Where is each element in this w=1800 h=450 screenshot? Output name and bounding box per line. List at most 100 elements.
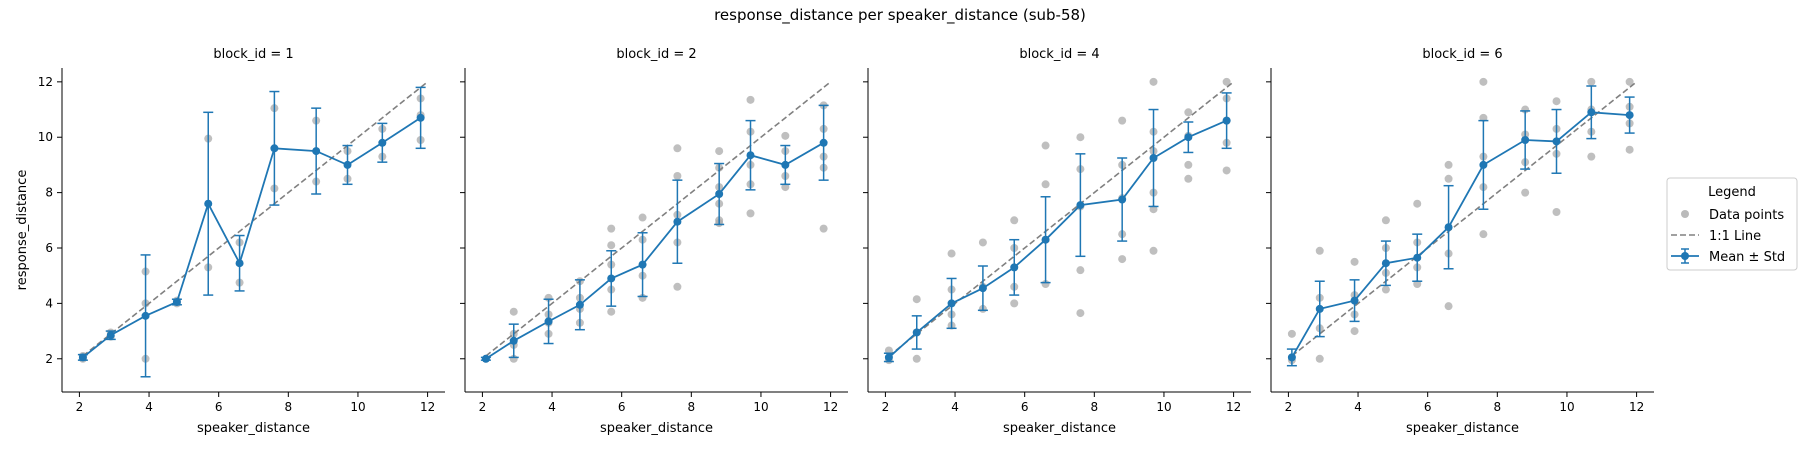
identity-line [888, 81, 1235, 357]
x-tick-label: 12 [823, 400, 838, 414]
x-tick-label: 8 [284, 400, 292, 414]
data-point [509, 307, 518, 316]
x-axis-label: speaker_distance [1003, 421, 1116, 436]
data-point [1381, 285, 1390, 294]
data-point [1184, 160, 1193, 169]
data-point [781, 183, 790, 192]
mean-point [544, 317, 553, 326]
data-point [912, 295, 921, 304]
x-tick-label: 4 [145, 400, 153, 414]
mean-point [1184, 133, 1193, 142]
data-point [912, 354, 921, 363]
mean-point [638, 260, 647, 269]
mean-point [1625, 111, 1634, 120]
mean-point [912, 328, 921, 337]
data-point [947, 249, 956, 258]
data-point [1041, 141, 1050, 150]
data-point [1521, 188, 1530, 197]
x-tick-label: 12 [1629, 400, 1644, 414]
mean-point [715, 190, 724, 198]
panel-3: block_id = 4 2 4 6 8 10 12 speaker_distance [863, 47, 1251, 436]
data-point [746, 95, 755, 104]
mean-point [1413, 253, 1422, 262]
data-point [673, 144, 682, 153]
data-point [1315, 246, 1324, 255]
data-point [1076, 133, 1085, 142]
y-tick-label: 6 [45, 241, 53, 255]
x-tick-label: 12 [420, 400, 435, 414]
mean-point [141, 311, 150, 320]
data-point [1149, 205, 1158, 214]
y-tick-label: 12 [38, 75, 53, 89]
data-point [978, 238, 987, 247]
mean-point [312, 147, 321, 156]
x-tick-label: 6 [215, 400, 223, 414]
mean-line [1291, 111, 1630, 358]
mean-point [884, 353, 893, 362]
mean-point [378, 138, 387, 147]
x-axis-label: speaker_distance [600, 421, 713, 436]
data-point [1118, 116, 1127, 125]
mean-point [1521, 136, 1530, 144]
legend-identity-label: 1:1 Line [1709, 229, 1761, 244]
mean-point [746, 151, 755, 160]
data-point [1350, 327, 1359, 336]
x-tick-label: 10 [350, 400, 365, 414]
mean-point [575, 300, 584, 309]
panel-title: block_id = 4 [1019, 47, 1099, 62]
data-point [1479, 77, 1488, 86]
y-tick-label: 10 [38, 130, 53, 144]
mean-point [1587, 108, 1596, 117]
figure-title: response_distance per speaker_distance (… [714, 6, 1086, 25]
data-point [1076, 309, 1085, 318]
data-point [1149, 77, 1158, 86]
data-point [1444, 160, 1453, 169]
x-axis-label: speaker_distance [1406, 421, 1519, 436]
x-axis-label: speaker_distance [197, 421, 310, 436]
x-tick-label: 10 [753, 400, 768, 414]
mean-point [1552, 137, 1561, 146]
y-tick-label: 4 [45, 296, 53, 310]
mean-point [1287, 353, 1296, 362]
legend-title: Legend [1708, 185, 1756, 200]
mean-point [819, 138, 828, 147]
x-tick-label: 8 [687, 400, 695, 414]
mean-point [481, 354, 490, 363]
data-point [607, 224, 616, 233]
mean-point [235, 259, 244, 268]
data-point [1010, 299, 1019, 308]
y-tick-label: 2 [45, 352, 53, 366]
data-point [1444, 302, 1453, 311]
y-tick-label: 8 [45, 186, 53, 200]
data-point [1222, 77, 1231, 86]
legend-points-marker [1681, 210, 1689, 218]
data-point [1413, 199, 1422, 208]
y-axis-label: response_distance [15, 170, 30, 291]
mean-point [416, 113, 425, 122]
x-tick-label: 2 [76, 400, 84, 414]
mean-point [1222, 116, 1231, 125]
data-point [715, 147, 724, 156]
mean-line [888, 119, 1227, 359]
data-point [1041, 180, 1050, 189]
panel-title: block_id = 6 [1422, 47, 1502, 62]
mean-point [1381, 259, 1390, 268]
data-point [1076, 266, 1085, 275]
panel-2: block_id = 2 2 4 6 8 10 12 speaker_distance [460, 47, 848, 436]
data-point [1479, 113, 1488, 122]
x-tick-label: 10 [1156, 400, 1171, 414]
data-point [1315, 354, 1324, 363]
panel-4: block_id = 6 2 4 6 8 10 12 speaker_distance [1266, 47, 1654, 436]
identity-line [82, 81, 429, 357]
mean-point [1479, 160, 1488, 169]
x-tick-label: 2 [1285, 400, 1293, 414]
data-point [1287, 329, 1296, 338]
mean-point [1076, 201, 1085, 210]
data-point [746, 209, 755, 218]
data-point [781, 131, 790, 140]
data-point [1552, 97, 1561, 106]
data-point [1625, 145, 1634, 154]
mean-line [82, 117, 422, 359]
data-point [607, 241, 616, 250]
mean-point [343, 160, 352, 169]
